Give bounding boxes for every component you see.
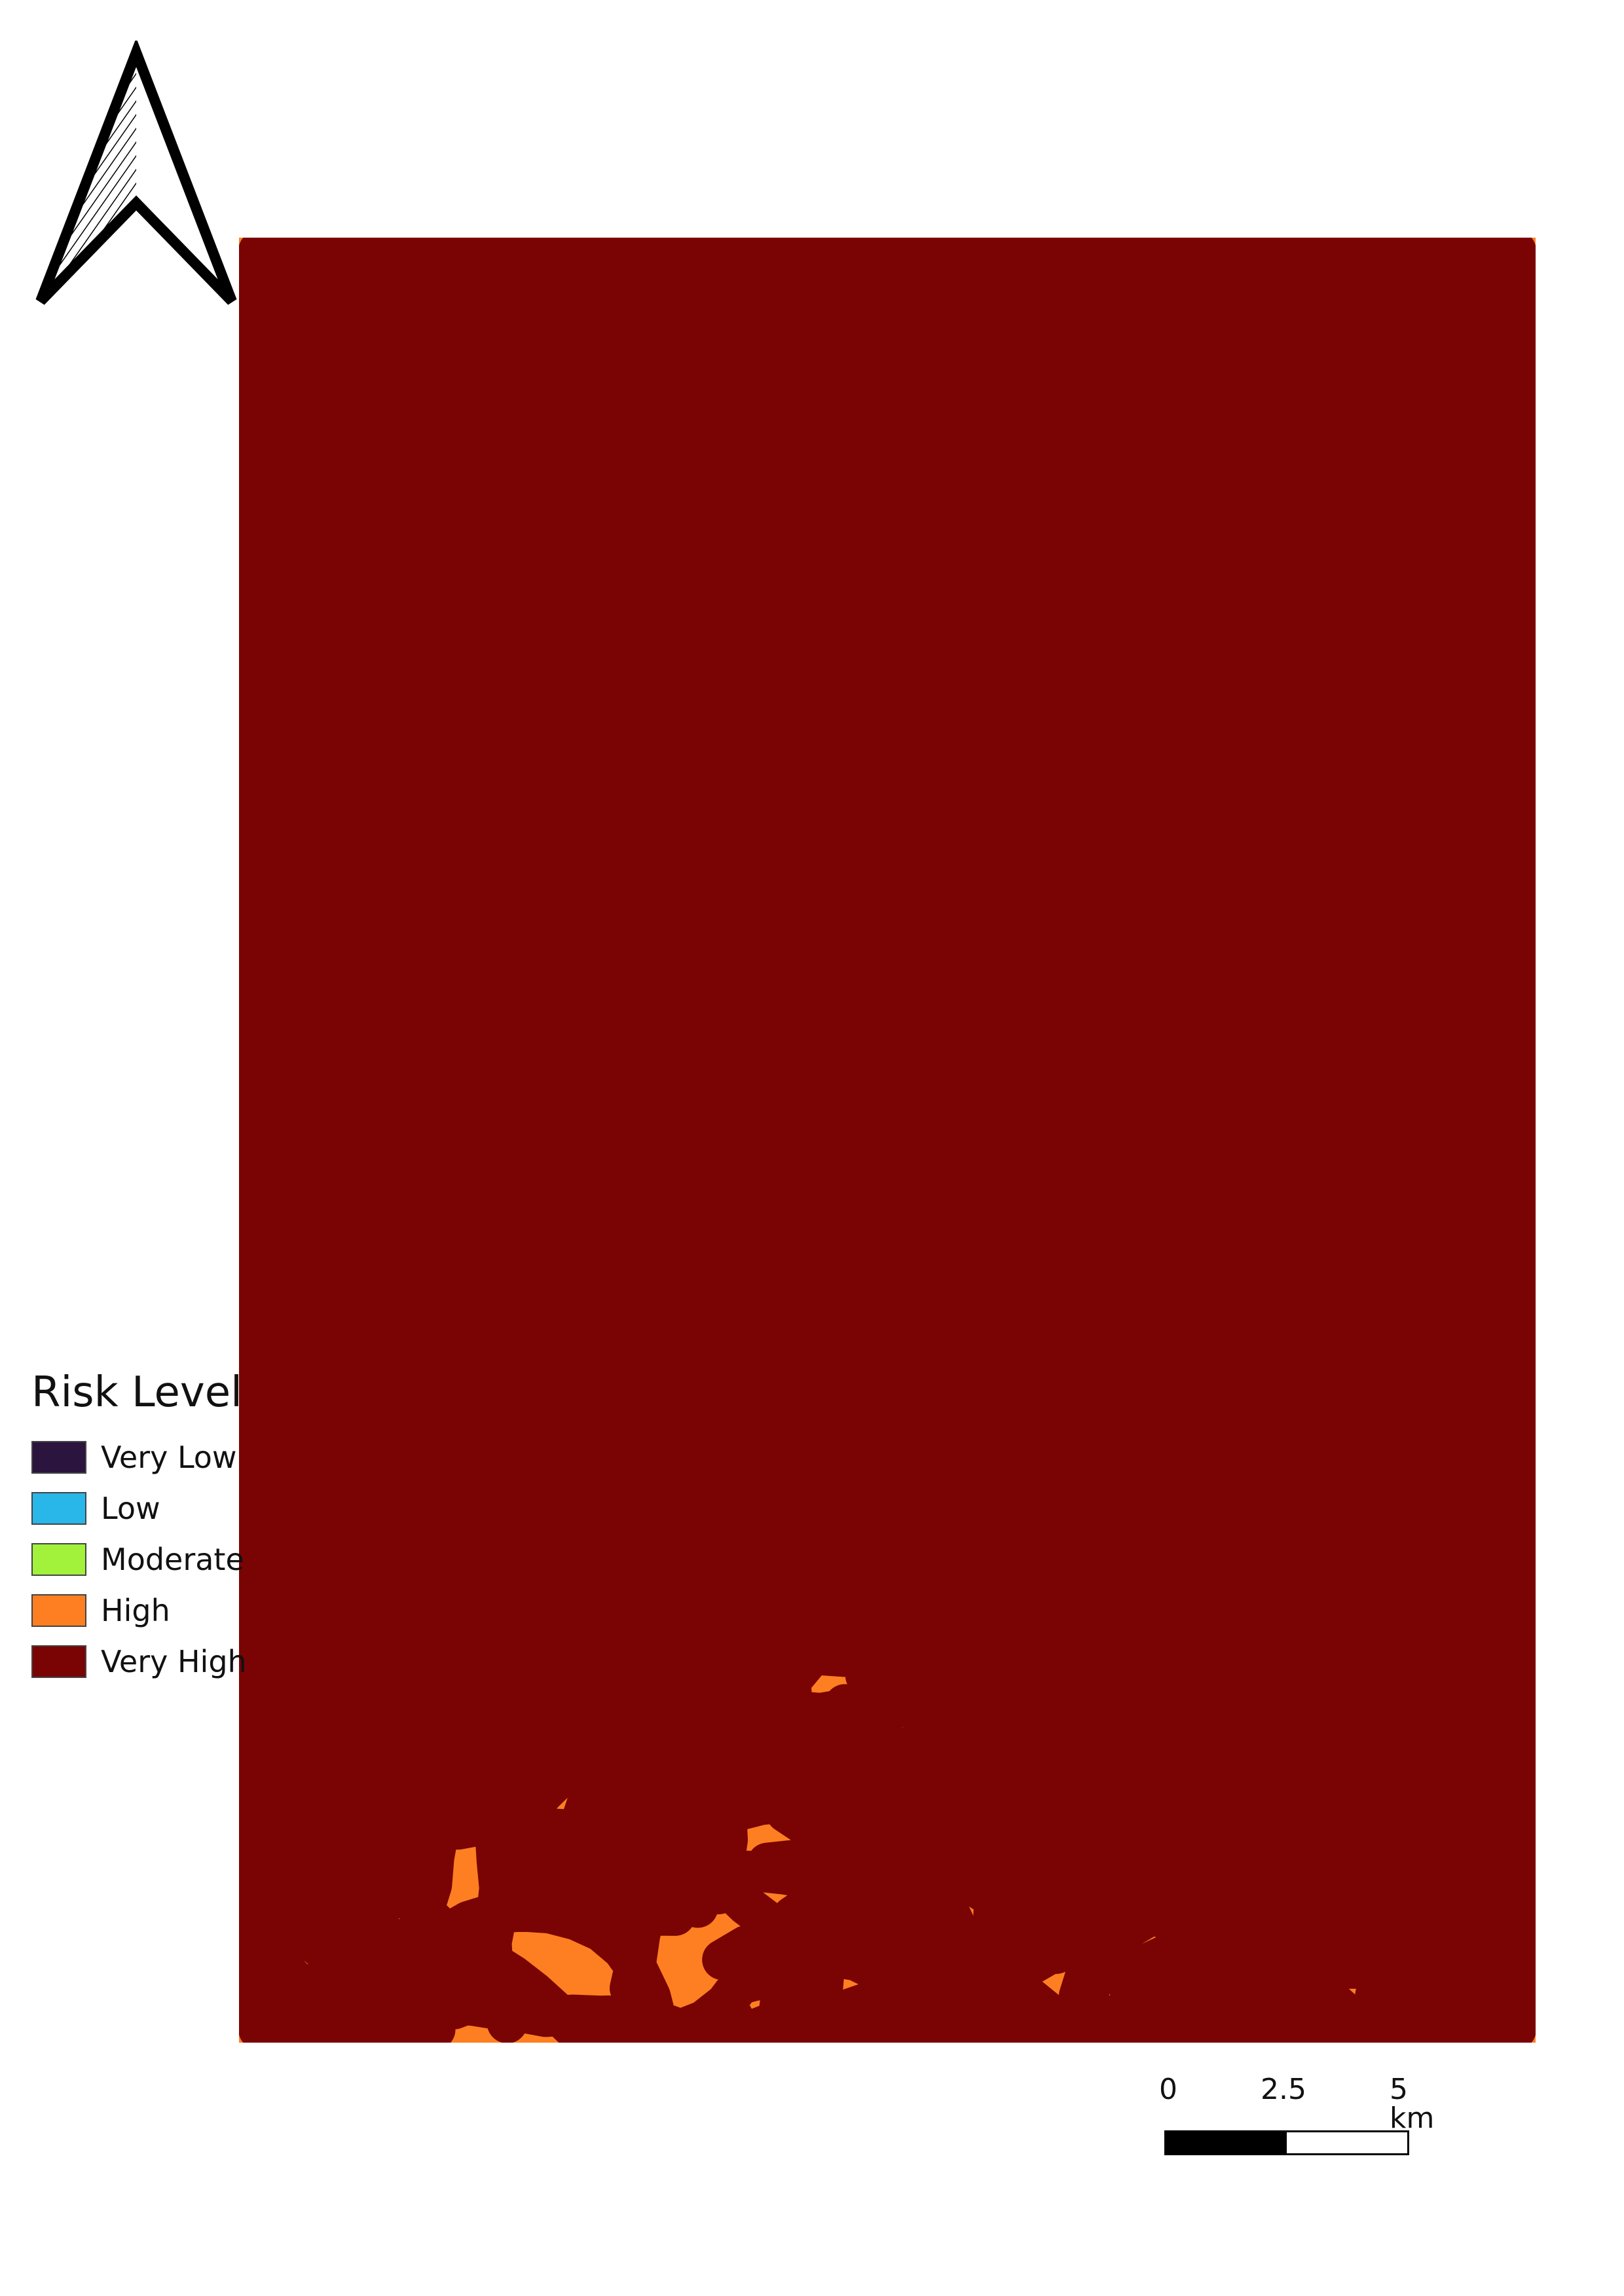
- legend-item-very-high: Very High: [31, 1641, 248, 1682]
- risk-map: [239, 238, 1536, 2043]
- legend-label-high: High: [101, 1593, 170, 1628]
- legend-swatch-moderate: [31, 1543, 86, 1576]
- legend-item-very-low: Very Low: [31, 1437, 248, 1478]
- scale-label-mid: 2.5: [1261, 2073, 1306, 2106]
- legend-swatch-low: [31, 1492, 86, 1525]
- north-arrow-icon: [34, 37, 244, 316]
- legend-title: Risk Level: [31, 1368, 242, 1417]
- risk-map-raster: [239, 238, 1536, 2043]
- legend-label-low: Low: [101, 1491, 160, 1526]
- legend-swatch-high: [31, 1594, 86, 1627]
- risk-class-very-high-area: [239, 238, 1536, 2043]
- legend: Risk Level Very Low Low Moderate High Ve…: [31, 1372, 248, 1692]
- legend-item-moderate: Moderate: [31, 1539, 248, 1580]
- legend-swatch-very-high: [31, 1645, 86, 1678]
- legend-label-very-low: Very Low: [101, 1440, 237, 1475]
- scale-bar-segment-white: [1287, 2132, 1407, 2153]
- scale-label-0: 0: [1159, 2073, 1177, 2106]
- scale-bar-segment-black: [1166, 2132, 1287, 2153]
- legend-label-moderate: Moderate: [101, 1542, 244, 1577]
- legend-item-low: Low: [31, 1488, 248, 1529]
- legend-swatch-very-low: [31, 1441, 86, 1474]
- legend-item-high: High: [31, 1590, 248, 1631]
- legend-label-very-high: Very High: [101, 1644, 247, 1679]
- scale-bar-graphic: [1164, 2130, 1409, 2155]
- scale-bar: 0 2.5 5 km: [1159, 2075, 1434, 2160]
- scale-label-end: 5 km: [1390, 2073, 1435, 2135]
